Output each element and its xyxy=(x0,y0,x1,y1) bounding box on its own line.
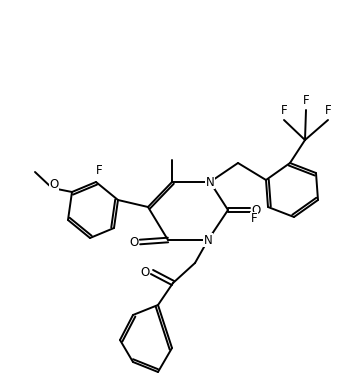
Text: O: O xyxy=(50,178,58,192)
Text: N: N xyxy=(204,234,212,246)
Text: F: F xyxy=(281,104,287,116)
Text: O: O xyxy=(251,203,261,217)
Text: O: O xyxy=(140,265,150,279)
Text: F: F xyxy=(303,94,309,106)
Text: F: F xyxy=(325,104,331,116)
Text: F: F xyxy=(96,163,102,177)
Text: O: O xyxy=(129,236,139,248)
Text: F: F xyxy=(251,213,257,225)
Text: N: N xyxy=(206,175,214,189)
